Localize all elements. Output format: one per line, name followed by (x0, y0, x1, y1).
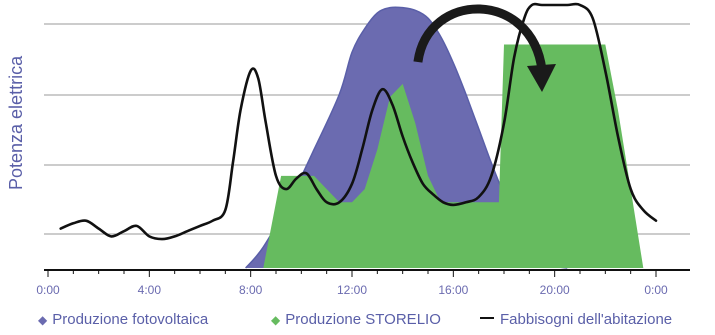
diamond-icon: ◆ (38, 313, 48, 327)
legend-label: Produzione fotovoltaica (52, 311, 209, 328)
legend-label: Fabbisogni dell'abitazione (500, 311, 673, 328)
arrow-head-0 (527, 64, 556, 92)
x-axis: 0:00 4:00 8:00 12:00 16:00 20:00 0:00 (36, 269, 690, 297)
x-tick-label: 12:00 (337, 283, 367, 297)
legend-item-storelio: ◆ Produzione STORELIO (271, 311, 441, 328)
annotations (413, 4, 556, 92)
curved-arrow-0 (413, 4, 547, 71)
x-tick-label: 0:00 (36, 283, 60, 297)
x-tick-label: 0:00 (644, 283, 668, 297)
series-area-1 (263, 44, 644, 268)
y-axis-label: Potenza elettrica (6, 55, 26, 190)
line-icon (480, 317, 494, 320)
series-group (59, 2, 658, 269)
legend-item-fotovoltaica: ◆ Produzione fotovoltaica (38, 311, 208, 328)
x-tick-label: 20:00 (540, 283, 570, 297)
diamond-icon: ◆ (271, 313, 281, 327)
legend-label: Produzione STORELIO (285, 311, 441, 328)
legend-item-fabbisogni: Fabbisogni dell'abitazione (480, 311, 672, 328)
x-tick-label: 8:00 (239, 283, 263, 297)
x-tick-label: 4:00 (138, 283, 162, 297)
series-line-2 (59, 2, 658, 241)
x-tick-label: 16:00 (438, 283, 468, 297)
